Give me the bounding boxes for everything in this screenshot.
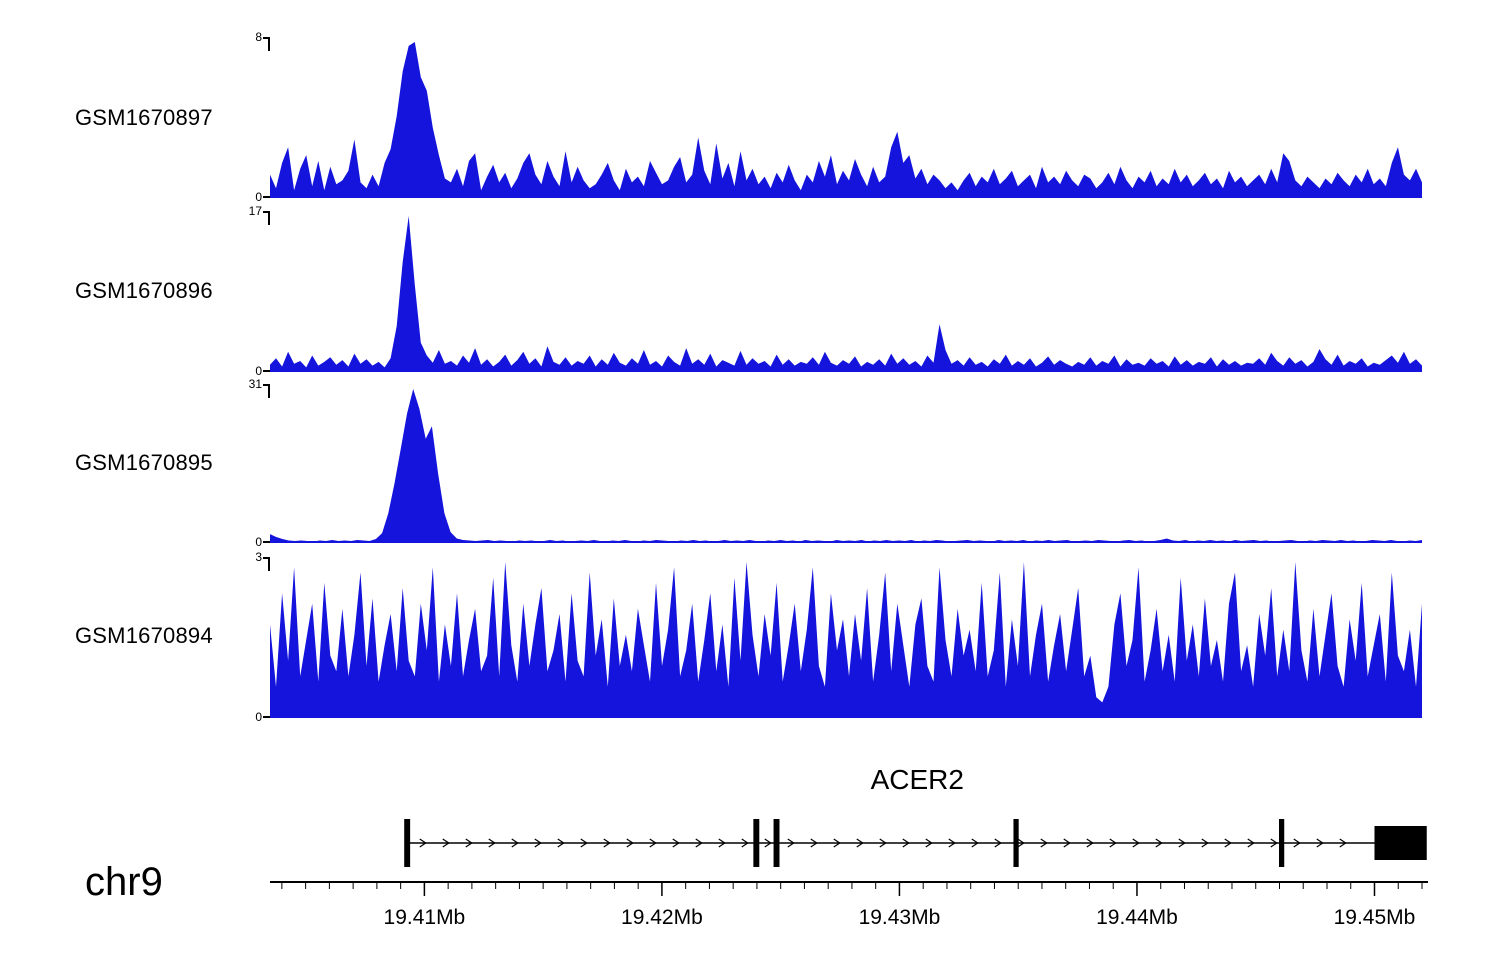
chromosome-label: chr9 <box>85 860 163 904</box>
y-axis-tick <box>263 541 270 543</box>
y-axis-max-label: 8 <box>255 30 262 44</box>
track-label: GSM1670897 <box>75 105 213 130</box>
y-axis-tick <box>263 557 270 559</box>
track-signal-area <box>270 558 1422 718</box>
y-axis-min-label: 0 <box>255 190 262 204</box>
y-axis-max-label: 17 <box>248 204 262 218</box>
y-axis-tick <box>263 37 270 39</box>
y-axis-tick <box>263 196 270 198</box>
ruler-tick-label: 19.43Mb <box>858 906 941 929</box>
y-axis-max-label: 31 <box>248 377 262 391</box>
gene-model-plot <box>270 800 1430 890</box>
track-label: GSM1670896 <box>75 278 213 303</box>
ruler-tick-label: 19.45Mb <box>1333 906 1416 929</box>
ruler-tick-label: 19.41Mb <box>383 906 466 929</box>
track-signal-area <box>270 385 1422 543</box>
track-signal-area <box>270 38 1422 198</box>
genome-ruler <box>270 872 1430 908</box>
ruler-tick-label: 19.42Mb <box>621 906 703 929</box>
track-label: GSM1670894 <box>75 623 213 648</box>
track-signal-area <box>270 212 1422 372</box>
y-axis-tick <box>263 384 270 386</box>
ruler-tick-label: 19.44Mb <box>1096 906 1178 929</box>
y-axis-max-label: 3 <box>255 550 262 564</box>
y-axis-min-label: 0 <box>255 364 262 378</box>
y-axis-min-label: 0 <box>255 535 262 549</box>
y-axis-line <box>268 385 270 398</box>
y-axis-min-label: 0 <box>255 710 262 724</box>
y-axis-line <box>268 212 270 225</box>
y-axis-tick <box>263 716 270 718</box>
gene-name: ACER2 <box>870 764 964 795</box>
y-axis-line <box>268 558 270 571</box>
y-axis-tick <box>263 370 270 372</box>
y-axis-tick <box>263 211 270 213</box>
y-axis-line <box>268 38 270 51</box>
track-label: GSM1670895 <box>75 450 213 475</box>
